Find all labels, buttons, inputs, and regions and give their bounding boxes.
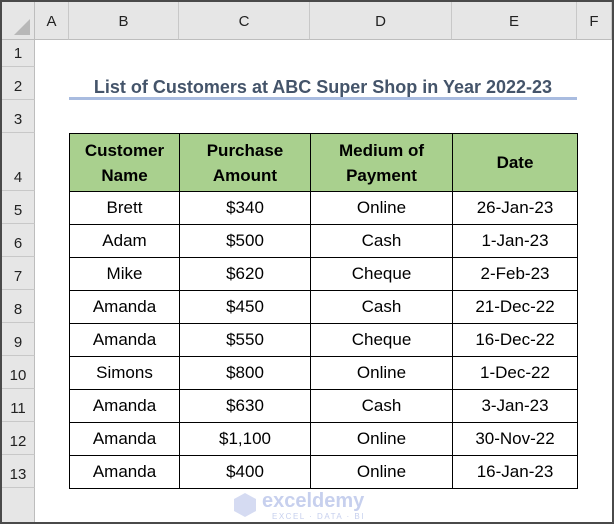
table-cell[interactable]: Cheque (310, 257, 453, 291)
table-row: Brett $340 Online 26-Jan-23 (69, 191, 578, 225)
header-cell[interactable]: Date (452, 133, 578, 192)
table-cell[interactable]: Cash (310, 290, 453, 324)
table-cell[interactable]: Amanda (69, 455, 180, 489)
table-cell[interactable]: Brett (69, 191, 180, 225)
row-header-8[interactable]: 8 (2, 290, 35, 323)
table-cell[interactable]: 30-Nov-22 (452, 422, 578, 456)
header-cell[interactable]: Purchase Amount (179, 133, 311, 192)
table-cell[interactable]: $1,100 (179, 422, 311, 456)
sheet-title[interactable]: List of Customers at ABC Super Shop in Y… (69, 67, 577, 100)
table-cell[interactable]: 16-Jan-23 (452, 455, 578, 489)
table-cell[interactable]: Cheque (310, 323, 453, 357)
select-all-button[interactable] (2, 2, 35, 40)
table-cell[interactable]: 16-Dec-22 (452, 323, 578, 357)
column-header-C[interactable]: C (179, 2, 310, 40)
row-header-5[interactable]: 5 (2, 191, 35, 224)
table-cell[interactable]: Cash (310, 389, 453, 423)
header-cell[interactable]: Medium of Payment (310, 133, 453, 192)
row-header-1[interactable]: 1 (2, 40, 35, 67)
row-header-7[interactable]: 7 (2, 257, 35, 290)
row-header-9[interactable]: 9 (2, 323, 35, 356)
table-row: Amanda $450 Cash 21-Dec-22 (69, 290, 578, 324)
table-row: Amanda $550 Cheque 16-Dec-22 (69, 323, 578, 357)
table-cell[interactable]: $620 (179, 257, 311, 291)
table-cell[interactable]: Online (310, 455, 453, 489)
table-cell[interactable]: Simons (69, 356, 180, 390)
watermark-tagline: EXCEL · DATA · BI (272, 512, 365, 521)
table-cell[interactable]: Amanda (69, 323, 180, 357)
column-header-A[interactable]: A (35, 2, 69, 40)
table-cell[interactable]: $340 (179, 191, 311, 225)
exceldemy-logo-icon (234, 493, 256, 517)
column-header-B[interactable]: B (69, 2, 179, 40)
table-cell[interactable]: 1-Dec-22 (452, 356, 578, 390)
table-row: Amanda $630 Cash 3-Jan-23 (69, 389, 578, 423)
table-header-row: Customer Name Purchase Amount Medium of Pa… (69, 133, 578, 192)
column-header-D[interactable]: D (310, 2, 452, 40)
row-header-11[interactable]: 11 (2, 389, 35, 422)
table-cell[interactable]: Amanda (69, 290, 180, 324)
table-cell[interactable]: Online (310, 422, 453, 456)
watermark-name: exceldemy (262, 490, 365, 512)
row-header-12[interactable]: 12 (2, 422, 35, 455)
table-cell[interactable]: 1-Jan-23 (452, 224, 578, 258)
row-header-4[interactable]: 4 (2, 133, 35, 191)
table-cell[interactable]: $500 (179, 224, 311, 258)
table-cell[interactable]: $630 (179, 389, 311, 423)
table-cell[interactable]: Online (310, 191, 453, 225)
row-header-13[interactable]: 13 (2, 455, 35, 488)
table-cell[interactable]: $800 (179, 356, 311, 390)
table-row: Adam $500 Cash 1-Jan-23 (69, 224, 578, 258)
table-row: Simons $800 Online 1-Dec-22 (69, 356, 578, 390)
table-cell[interactable]: Adam (69, 224, 180, 258)
row-header-empty (2, 488, 35, 522)
table-cell[interactable]: Amanda (69, 389, 180, 423)
table-cell[interactable]: Online (310, 356, 453, 390)
table-cell[interactable]: 21-Dec-22 (452, 290, 578, 324)
row-header-2[interactable]: 2 (2, 67, 35, 100)
row-header-6[interactable]: 6 (2, 224, 35, 257)
header-cell[interactable]: Customer Name (69, 133, 180, 192)
table-cell[interactable]: 26-Jan-23 (452, 191, 578, 225)
table-cell[interactable]: Amanda (69, 422, 180, 456)
table-cell[interactable]: 3-Jan-23 (452, 389, 578, 423)
row-header-3[interactable]: 3 (2, 100, 35, 133)
table-cell[interactable]: $550 (179, 323, 311, 357)
table-row: Amanda $1,100 Online 30-Nov-22 (69, 422, 578, 456)
column-header-F[interactable]: F (577, 2, 612, 40)
watermark: exceldemy EXCEL · DATA · BI (234, 491, 365, 521)
customers-table: Customer Name Purchase Amount Medium of Pa… (69, 133, 578, 489)
row-header-10[interactable]: 10 (2, 356, 35, 389)
table-cell[interactable]: 2-Feb-23 (452, 257, 578, 291)
table-cell[interactable]: $450 (179, 290, 311, 324)
table-cell[interactable]: Cash (310, 224, 453, 258)
table-row: Mike $620 Cheque 2-Feb-23 (69, 257, 578, 291)
column-header-E[interactable]: E (452, 2, 577, 40)
table-cell[interactable]: Mike (69, 257, 180, 291)
table-cell[interactable]: $400 (179, 455, 311, 489)
table-row: Amanda $400 Online 16-Jan-23 (69, 455, 578, 489)
